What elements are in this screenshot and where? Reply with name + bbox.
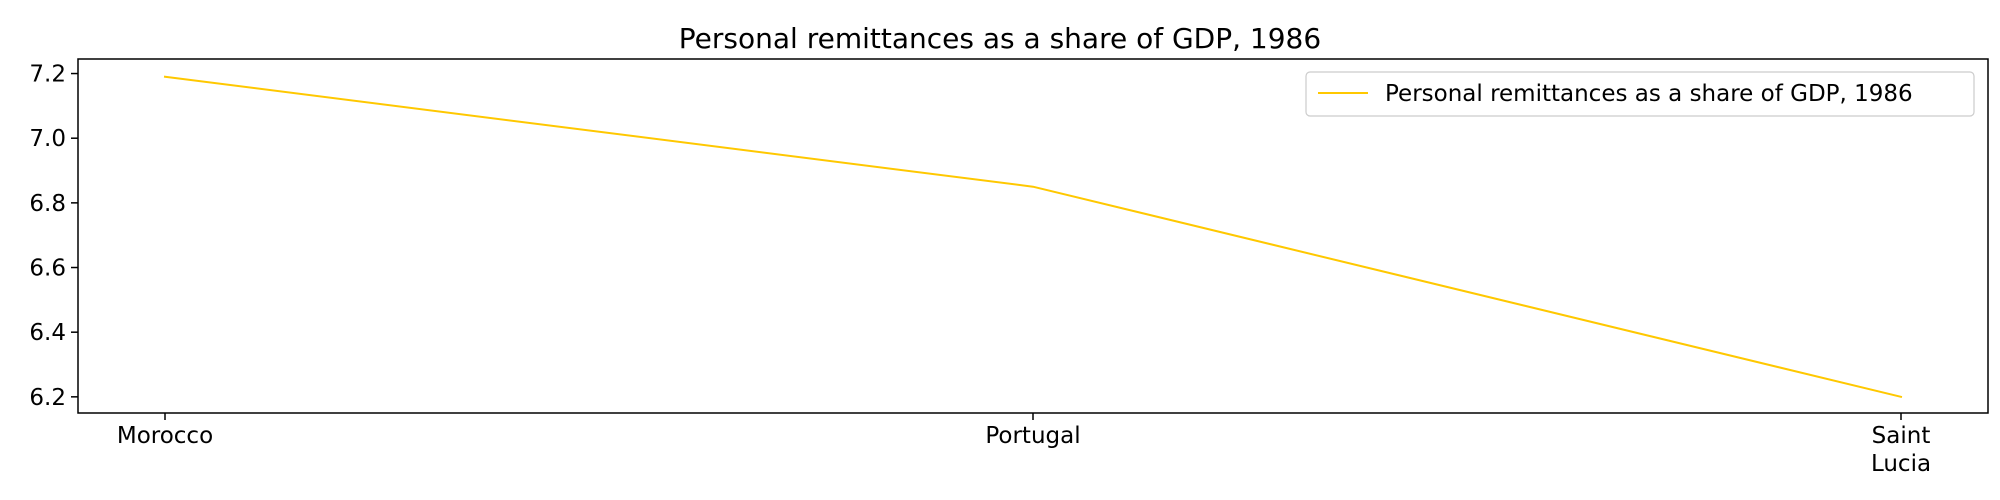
x-tick-label-line: Saint: [1872, 423, 1931, 449]
x-tick-label: Saint Lucia: [1871, 423, 1931, 477]
y-tick-label: 6.8: [29, 191, 66, 217]
series-layer: [163, 75, 1903, 399]
y-tick-label: 6.6: [29, 256, 66, 282]
y-tick-label: 6.4: [29, 320, 66, 346]
y-tick-label: 6.2: [29, 385, 66, 411]
x-tick-label-line: Portugal: [985, 423, 1080, 449]
x-tick-label-line: Morocco: [117, 423, 213, 449]
x-tick-label-line: Lucia: [1871, 451, 1931, 477]
chart-title: Personal remittances as a share of GDP, …: [679, 22, 1321, 55]
legend-label: Personal remittances as a share of GDP, …: [1385, 81, 1913, 107]
x-axis: Morocco Portugal Saint Lucia: [117, 413, 1931, 477]
x-tick-label: Portugal: [985, 423, 1080, 449]
legend: Personal remittances as a share of GDP, …: [1305, 71, 1975, 117]
series-line: [163, 75, 1903, 399]
y-tick-label: 7.0: [29, 126, 66, 152]
y-tick-label: 7.2: [29, 62, 66, 88]
y-axis: 6.2 6.4 6.6 6.8 7.0 7.2: [29, 62, 78, 411]
x-tick-label: Morocco: [117, 423, 213, 449]
legend-box: [1305, 71, 1975, 117]
